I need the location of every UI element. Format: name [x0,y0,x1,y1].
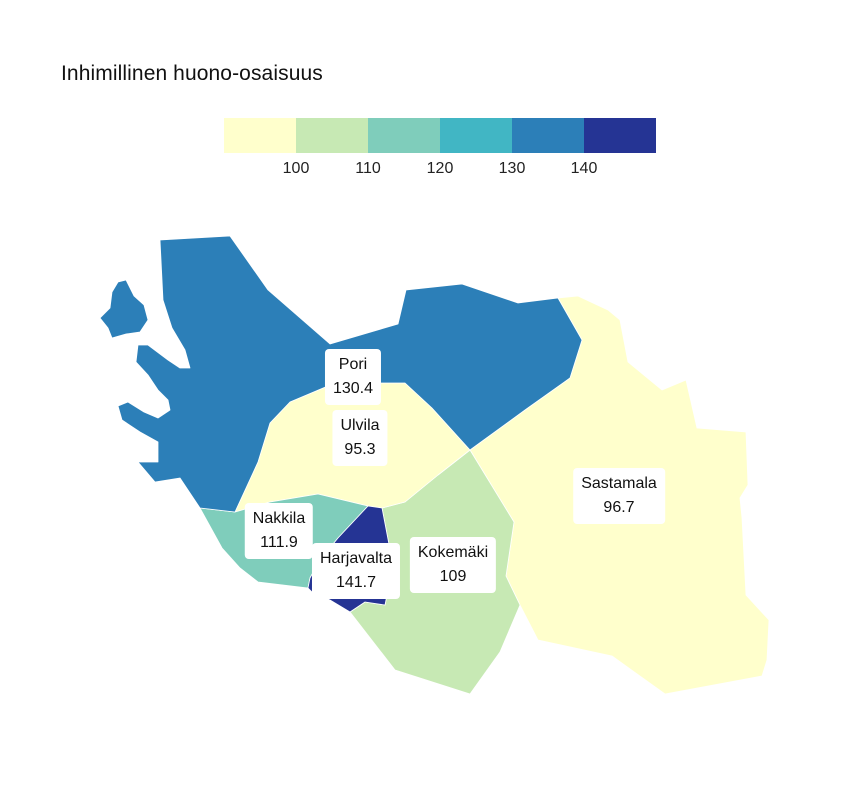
legend-swatch [584,118,656,153]
legend-swatch [440,118,512,153]
region-value: 141.7 [335,574,377,591]
region-name: Harjavalta [319,550,393,567]
region-value: 111.9 [260,534,298,551]
region-name: Kokemäki [417,544,489,561]
legend-tick-label: 140 [570,160,598,177]
region-pori-island[interactable] [99,279,149,339]
region-name: Sastamala [581,475,657,492]
region-name: Nakkila [252,510,306,527]
legend-tick-label: 100 [282,160,310,177]
label-harjavalta: Harjavalta 141.7 [311,543,401,599]
label-kokemaki: Kokemäki 109 [409,537,497,593]
region-value: 109 [439,568,467,585]
legend-tick-label: 120 [426,160,454,177]
label-ulvila: Ulvila 95.3 [332,410,388,466]
label-sastamala: Sastamala 96.7 [573,468,665,524]
legend-swatch [368,118,440,153]
region-name: Pori [338,356,368,373]
map-title: Inhimillinen huono-osaisuus [61,62,323,85]
region-value: 96.7 [603,499,635,516]
region-value: 130.4 [332,380,374,397]
label-pori: Pori 130.4 [324,349,382,405]
legend-swatch [512,118,584,153]
legend-tick-label: 110 [355,160,381,177]
legend-tick-label: 130 [498,160,526,177]
region-name: Ulvila [340,417,380,434]
legend-swatch [296,118,368,153]
legend-swatch [224,118,296,153]
label-nakkila: Nakkila 111.9 [244,503,314,559]
region-value: 95.3 [344,441,376,458]
color-legend: 100 110 120 130 140 [224,118,656,188]
